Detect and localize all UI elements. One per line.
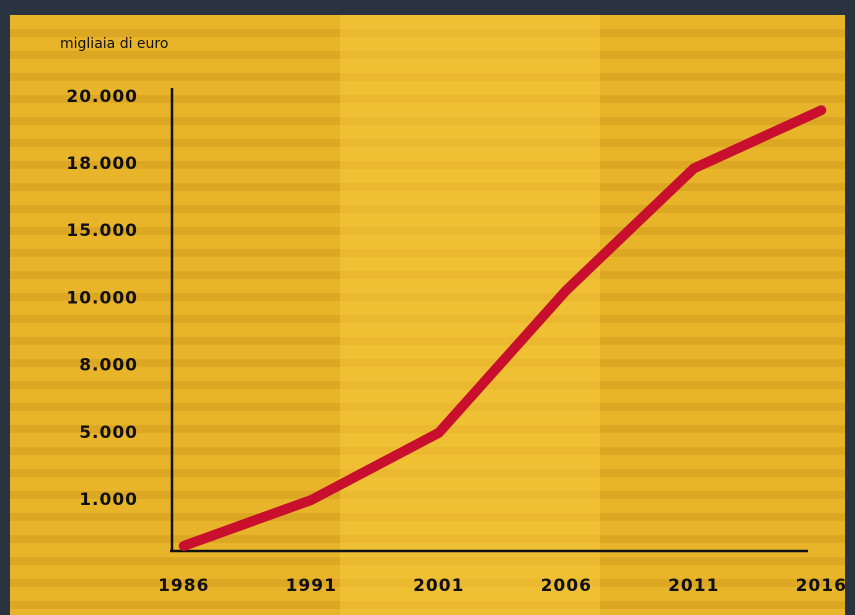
x-tick-label: 2006 <box>541 576 592 596</box>
data-line <box>184 110 822 546</box>
x-tick-label: 1991 <box>286 576 337 596</box>
y-tick-label: 5.000 <box>79 423 138 443</box>
x-tick-label: 2001 <box>413 576 464 596</box>
y-tick-label: 8.000 <box>79 356 138 376</box>
chart: migliaia di euro 1.000 5.000 8.000 10.000 15… <box>0 0 855 615</box>
y-tick-label: 15.000 <box>66 221 138 241</box>
y-tick-label: 1.000 <box>79 490 138 510</box>
page: migliaia di euro 1.000 5.000 8.000 10.000 15… <box>0 0 855 615</box>
y-tick-label: 20.000 <box>66 87 138 107</box>
y-axis-label: migliaia di euro <box>60 36 168 52</box>
y-tick-label: 10.000 <box>66 288 138 308</box>
x-tick-label: 2011 <box>668 576 719 596</box>
x-tick-label: 2016 <box>796 576 847 596</box>
x-tick-label: 1986 <box>158 576 209 596</box>
y-tick-label: 18.000 <box>66 154 138 174</box>
